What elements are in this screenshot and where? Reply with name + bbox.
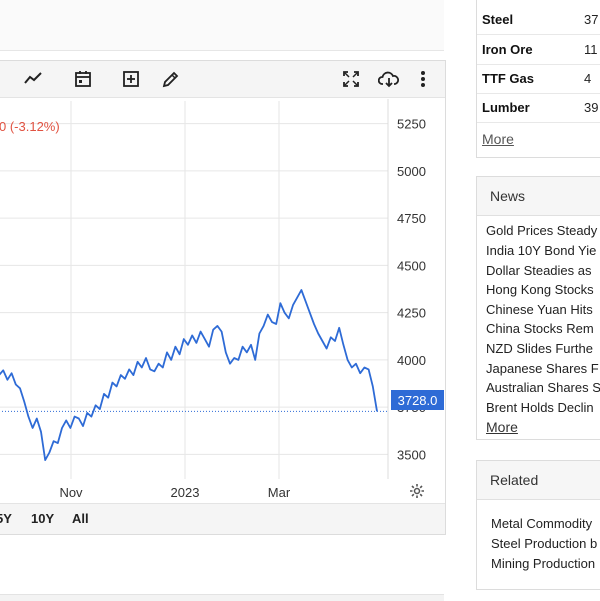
table-row[interactable]: Iron Ore 11 bbox=[477, 35, 600, 65]
commodities-table: Steel 37 Iron Ore 11 TTF Gas 4 Lumber 39… bbox=[476, 0, 600, 158]
table-row[interactable]: TTF Gas 4 bbox=[477, 64, 600, 94]
range-all-button[interactable]: All bbox=[72, 511, 89, 526]
commodity-value: 4 bbox=[584, 71, 592, 86]
chart-range-bar: 5Y 10Y All bbox=[0, 503, 445, 534]
commodity-name: TTF Gas bbox=[482, 71, 535, 86]
pencil-icon[interactable] bbox=[159, 67, 183, 91]
more-vertical-icon[interactable] bbox=[411, 67, 435, 91]
bottom-strip bbox=[0, 594, 444, 601]
range-10y-button[interactable]: 10Y bbox=[31, 511, 55, 526]
news-item[interactable]: Dollar Steadies as bbox=[486, 263, 592, 278]
news-header: News bbox=[477, 177, 600, 216]
settings-gear-icon[interactable] bbox=[409, 483, 425, 504]
news-item[interactable]: Australian Shares S bbox=[486, 380, 600, 395]
news-item[interactable]: NZD Slides Furthe bbox=[486, 341, 593, 356]
price-change-label: 0 (-3.12%) bbox=[0, 119, 60, 134]
commodity-value: 11 bbox=[584, 42, 598, 57]
line-chart-icon[interactable] bbox=[21, 67, 45, 91]
table-row[interactable]: Steel 37 bbox=[477, 5, 600, 35]
news-more-link[interactable]: More bbox=[486, 419, 518, 435]
related-header: Related bbox=[477, 461, 600, 500]
calendar-icon[interactable] bbox=[71, 67, 95, 91]
y-tick-label: 4250 bbox=[397, 306, 426, 321]
cloud-download-icon[interactable] bbox=[377, 67, 401, 91]
commodity-name: Steel bbox=[482, 12, 514, 27]
y-tick-label: 5250 bbox=[397, 117, 426, 132]
commodity-value: 37 bbox=[584, 12, 599, 27]
news-title: News bbox=[490, 188, 526, 204]
y-tick-label: 4750 bbox=[397, 211, 426, 226]
news-panel: News Gold Prices Steady India 10Y Bond Y… bbox=[476, 176, 600, 440]
y-tick-label: 3500 bbox=[397, 447, 426, 462]
x-tick-label: Mar bbox=[268, 485, 291, 500]
commodity-value: 39 bbox=[584, 100, 599, 115]
last-price-tag: 3728.0 bbox=[391, 390, 444, 410]
related-item[interactable]: Mining Production bbox=[491, 556, 596, 571]
news-item[interactable]: China Stocks Rem bbox=[486, 321, 594, 336]
related-title: Related bbox=[490, 472, 539, 488]
add-box-icon[interactable] bbox=[119, 67, 143, 91]
y-tick-label: 4500 bbox=[397, 258, 426, 273]
news-item[interactable]: India 10Y Bond Yie bbox=[486, 243, 597, 258]
news-item[interactable]: Brent Holds Declin bbox=[486, 400, 594, 415]
series-line bbox=[0, 289, 378, 462]
news-item[interactable]: Chinese Yuan Hits bbox=[486, 302, 593, 317]
price-chart[interactable]: 35003750400042504500475050005250Nov2023M… bbox=[0, 61, 447, 506]
commodity-name: Iron Ore bbox=[482, 42, 533, 57]
chart-panel: 35003750400042504500475050005250Nov2023M… bbox=[0, 60, 446, 535]
x-tick-label: 2023 bbox=[171, 485, 200, 500]
chart-toolbar bbox=[0, 61, 445, 98]
news-item[interactable]: Japanese Shares F bbox=[486, 361, 599, 376]
related-panel: Related Metal Commodity Steel Production… bbox=[476, 460, 600, 590]
news-item[interactable]: Gold Prices Steady bbox=[486, 223, 598, 238]
table-row[interactable]: Lumber 39 bbox=[477, 93, 600, 123]
commodity-name: Lumber bbox=[482, 100, 530, 115]
related-item[interactable]: Metal Commodity bbox=[491, 516, 593, 531]
news-item[interactable]: Hong Kong Stocks bbox=[486, 282, 594, 297]
related-item[interactable]: Steel Production b bbox=[491, 536, 598, 551]
x-tick-label: Nov bbox=[59, 485, 83, 500]
commodities-more-link[interactable]: More bbox=[482, 131, 514, 147]
header-strip bbox=[0, 0, 444, 51]
range-5y-button[interactable]: 5Y bbox=[0, 511, 12, 526]
fullscreen-icon[interactable] bbox=[339, 67, 363, 91]
y-tick-label: 5000 bbox=[397, 164, 426, 179]
y-tick-label: 4000 bbox=[397, 353, 426, 368]
